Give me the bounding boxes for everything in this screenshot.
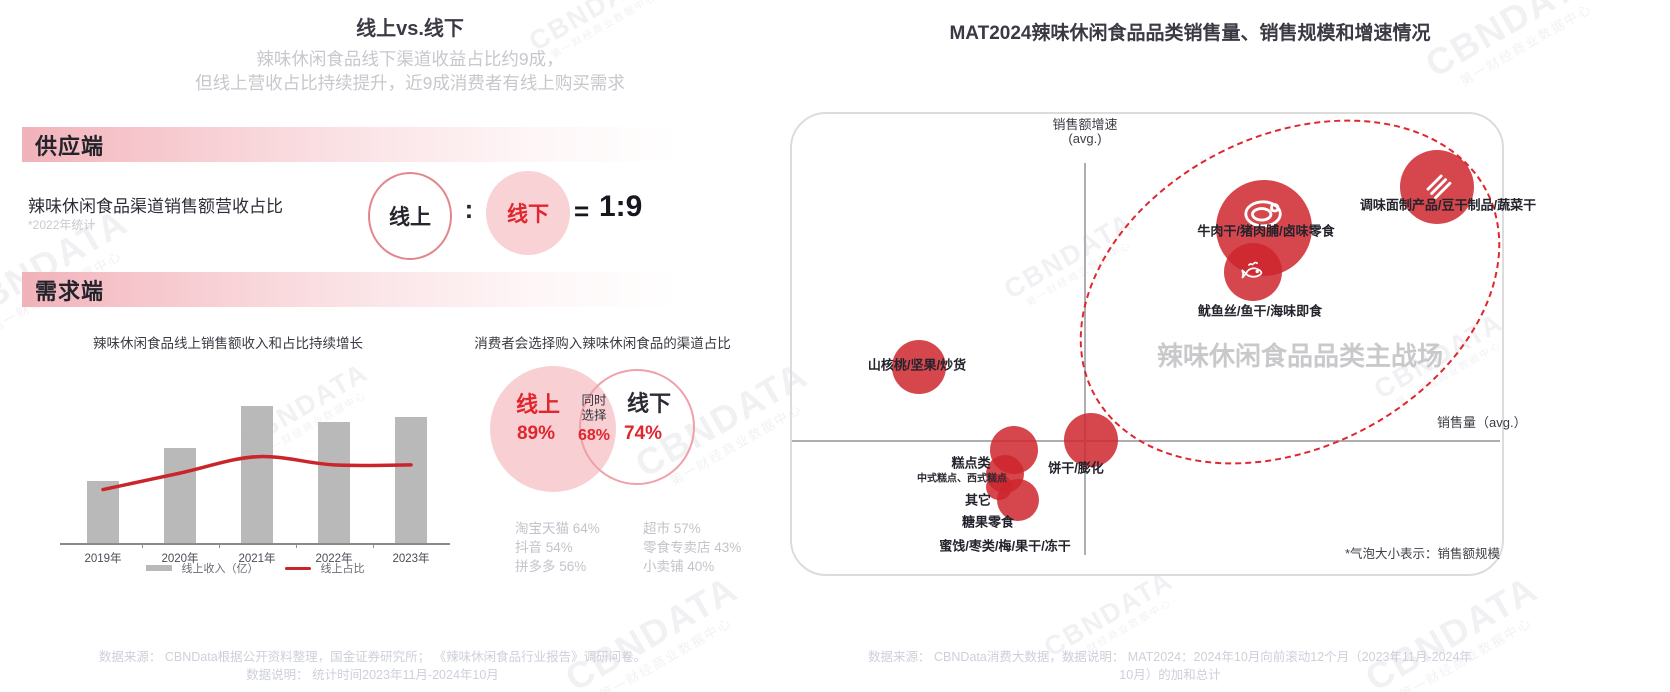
online-channel-item: 拼多多 56% [515, 559, 587, 574]
bar-2021年 [241, 406, 273, 543]
supply-header: 供应端 [35, 133, 105, 159]
category-bubble-label: 其它 [964, 492, 992, 508]
category-bubble-label: 鱿鱼丝/鱼干/海味即食 [1197, 303, 1323, 319]
x-tick-label: 2022年 [315, 553, 353, 565]
bar-2022年 [318, 422, 350, 543]
category-bubble [1400, 150, 1474, 224]
main-battlefield-annotation: 辣味休闲食品品类主战场 [1156, 341, 1443, 371]
bubble-size-note: *气泡大小表示：销售额规模 [1345, 547, 1500, 561]
venn-title: 消费者会选择购入辣味休闲食品的渠道占比 [474, 336, 731, 351]
venn-offline-circle [579, 369, 695, 485]
online-channel-item: 抖音 54% [515, 540, 573, 555]
category-bubble-label: 牛肉干/猪肉脯/卤味零食 [1197, 223, 1335, 239]
category-bubble [1064, 413, 1118, 467]
offline-circle: 线下 [486, 171, 570, 255]
x-axis-tick [295, 543, 297, 548]
ratio-value: 1:9 [599, 190, 643, 223]
bar-2023年 [395, 416, 427, 543]
bar-chart-plot: 2019年 2020年 2021年 2022年 2023年 [60, 350, 450, 585]
supply-description: 辣味休闲食品渠道销售额营收占比 [28, 197, 283, 216]
legend-bar-label: 线上收入（亿） [181, 563, 259, 575]
category-bubble [986, 474, 1012, 500]
venn-both-value: 68% [577, 427, 611, 444]
offline-channel-list: 超市 57% 零食专卖店 43% 小卖铺 40% [643, 519, 741, 576]
left-footer-line1: 数据来源： CBNData根据公开资料整理，国金证券研究所； 《辣味休闲食品行业… [98, 650, 647, 664]
venn-offline-label: 线下 [626, 391, 672, 416]
bar-2020年 [164, 448, 196, 543]
category-bubble-label: 饼干/膨化 [1048, 460, 1104, 476]
ratio-equals: = [574, 196, 590, 226]
x-axis-label: 销售量（avg.） [1437, 415, 1527, 430]
x-axis-tick [141, 543, 143, 548]
right-footer-line1: 数据来源： CBNData消费大数据，数据说明： MAT2024：2024年10… [868, 650, 1472, 664]
left-subtitle-line1: 辣味休闲食品线下渠道收益占比约9成， [256, 49, 564, 69]
venn-both-label-2: 选择 [581, 408, 607, 423]
supply-section-banner: 供应端 [22, 127, 704, 162]
legend-bar-swatch [145, 565, 172, 571]
category-bubble [1224, 243, 1282, 301]
category-bubble-label: 山核桃/坚果/炒货 [867, 357, 967, 373]
venn-online-label: 线上 [515, 392, 561, 417]
online-circle-label: 线上 [389, 206, 431, 229]
category-bubble-sublabel: 中式糕点、西式糕点 [917, 473, 1007, 485]
demand-header: 需求端 [35, 278, 105, 304]
x-axis-tick [372, 543, 374, 548]
bar-2019年 [87, 481, 119, 543]
x-tick-label: 2023年 [392, 553, 430, 565]
offline-channel-item: 零食专卖店 43% [643, 540, 742, 555]
demand-section-banner: 需求端 [22, 272, 704, 307]
bubble-layer: 调味面制产品/豆干制品/蔬菜干牛肉干/猪肉脯/卤味零食 鱿鱼丝/鱼干/海味即食山核… [790, 112, 1536, 572]
y-axis-label-line2: (avg.) [1068, 131, 1102, 146]
venn-online-value: 89% [516, 423, 556, 444]
noodles-icon [1420, 168, 1455, 203]
left-section-title: 线上vs.线下 [356, 18, 464, 40]
category-bubble-label: 糖果零食 [961, 514, 1015, 530]
line-series-svg [101, 454, 413, 492]
bar-chart-legend: 线上收入（亿） 线上占比 [60, 560, 450, 576]
bar-chart-title: 辣味休闲食品线上销售额收入和占比持续增长 [93, 336, 363, 351]
x-tick-label: 2019年 [84, 553, 122, 565]
online-channel-item: 淘宝天猫 64% [515, 521, 600, 536]
right-section-title: MAT2024辣味休闲食品品类销售量、销售规模和增速情况 [949, 23, 1431, 44]
bar-chart-x-axis [60, 543, 450, 545]
left-subtitle-line2: 但线上营收占比持续提升，近9成消费者有线上购买需求 [195, 73, 625, 93]
category-bubble [892, 340, 946, 394]
venn-offline-value: 74% [623, 423, 663, 444]
x-tick-label: 2020年 [161, 553, 199, 565]
bubble-chart-y-axis [1084, 163, 1086, 555]
left-footer-line2: 数据说明： 统计时间2023年11月-2024年10月 [246, 668, 499, 682]
legend-line-label: 线上占比 [320, 563, 365, 575]
category-bubble-label: 糕点类 [951, 455, 991, 471]
offline-channel-item: 超市 57% [643, 521, 701, 536]
steak-icon [1241, 189, 1287, 235]
bubble-chart-panel [790, 112, 1504, 576]
x-axis-tick [218, 543, 220, 548]
offline-circle-label: 线下 [507, 203, 549, 226]
offline-channel-item: 小卖铺 40% [643, 559, 715, 574]
category-bubble-label: 蜜饯/枣类/梅/果干/冻干 [939, 538, 1071, 554]
ratio-colon: : [464, 194, 474, 224]
x-tick-label: 2021年 [238, 553, 276, 565]
legend-line-swatch [284, 566, 311, 570]
online-circle: 线上 [368, 172, 452, 260]
right-footer-line2: 10月）的加和总计 [1119, 668, 1221, 682]
online-channel-list: 淘宝天猫 64% 抖音 54% 拼多多 56% [515, 519, 600, 576]
bubble-chart-x-axis [792, 440, 1500, 442]
supply-note: *2022年统计 [28, 218, 96, 232]
venn-both-label-1: 同时 [581, 393, 607, 408]
category-bubble-label: 调味面制产品/豆干制品/蔬菜干 [1359, 197, 1537, 213]
fish-icon [1239, 257, 1267, 285]
y-axis-label-line1: 销售额增速 [1052, 117, 1118, 132]
